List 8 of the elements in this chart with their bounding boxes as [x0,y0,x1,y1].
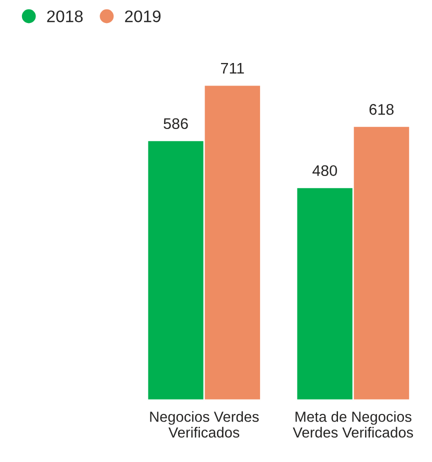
data-label: 618 [370,104,394,115]
data-label: 586 [164,118,188,130]
data-label: 711 [221,62,244,74]
data-label: 480 [312,165,337,176]
x-tick-label: Negocios Verdes Verificados [150,411,259,438]
legend-label: 2018 [47,10,83,22]
x-tick-label: Meta de Negocios Verdes Verificados [292,411,414,438]
legend-label: 2019 [125,10,161,22]
